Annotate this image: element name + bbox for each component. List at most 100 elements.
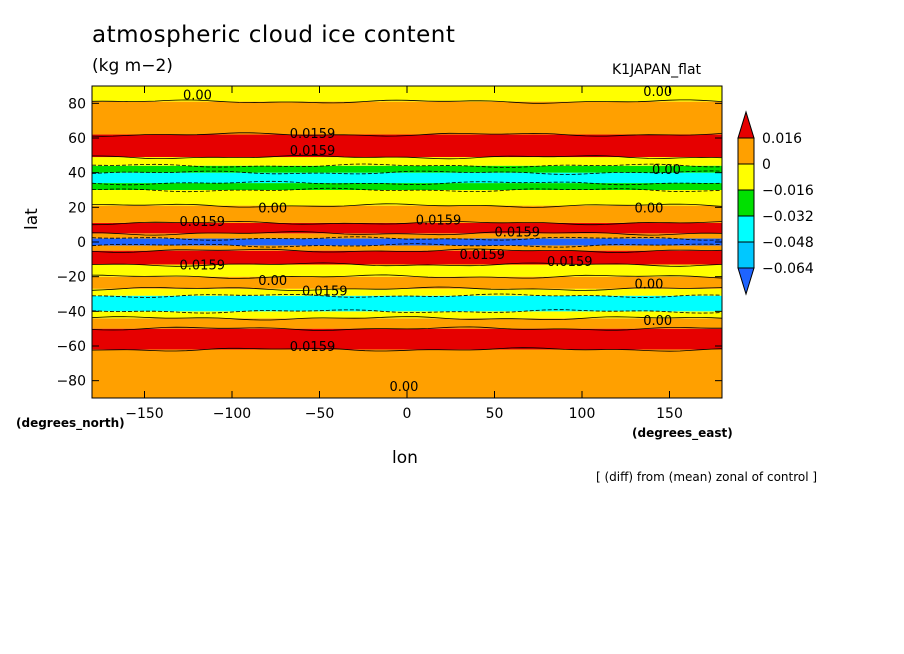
x-tick-label-2: −50 [305,406,335,422]
band-9 [92,245,722,251]
x-tick-label-0: −150 [125,406,163,422]
contour-label-8: 0.00 [635,201,664,216]
contour-label-4: 0.00 [652,163,681,178]
band-20 [92,101,722,135]
y-tick-label-0: −80 [56,374,86,390]
contour-line-14 [92,203,723,208]
contour-fill-bands [92,86,722,398]
contour-line-21 [91,99,723,104]
band-6 [92,276,722,289]
y-tick-label-5: 20 [68,200,86,216]
legend-swatch-1 [737,137,755,165]
contour-line-19 [91,154,723,160]
x-tick-label-6: 150 [656,406,683,422]
contour-label-15: 0.0159 [302,285,348,300]
band-18 [92,157,722,166]
x-tick-label-4: 50 [486,406,504,422]
contour-label-13: 0.00 [258,274,287,289]
legend-level-4: −0.048 [762,235,814,251]
contour-lines [91,99,723,352]
legend-swatch-3 [737,189,755,217]
legend-swatch-6 [737,267,755,296]
x-unit-label: (degrees_east) [632,426,733,440]
x-axis-label: lon [392,448,418,468]
color-legend: 0.016 0 −0.016 −0.032 −0.048 −0.064 [737,110,814,296]
contour-line-20 [91,132,723,137]
band-3 [92,311,722,319]
contour-line-6 [91,286,723,291]
contour-line-16 [91,180,723,186]
legend-level-5: −0.064 [762,261,814,277]
chart-title: atmospheric cloud ice content [92,22,456,48]
contour-label-10: 0.0159 [180,259,226,274]
contour-line-12 [91,231,723,236]
band-7 [92,264,722,277]
contour-line-13 [91,220,723,226]
y-tick-label-7: 60 [68,131,86,147]
band-10 [92,238,722,246]
band-21 [92,86,722,102]
band-8 [92,250,722,265]
y-unit-label: (degrees_north) [16,416,125,430]
legend-swatch-4 [737,215,755,243]
contour-line-7 [91,274,723,279]
contour-line-1 [91,347,723,352]
contour-label-11: 0.0159 [460,248,506,263]
contour-label-17: 0.0159 [290,340,336,355]
contour-labels: 0.00 0.00 0.0159 0.0159 0.00 0.0159 0.0159 0.00… [180,85,681,395]
comparison-note: [ (diff) from (mean) zonal of control ] [596,470,818,484]
contour-line-9 [91,248,723,253]
chart-units: (kg m−2) [92,56,173,76]
contour-label-12: 0.0159 [547,255,593,270]
band-0 [92,349,722,398]
contour-line-18 [91,163,723,168]
band-15 [92,183,722,190]
x-tick-label-5: 100 [569,406,596,422]
x-tick-label-3: 0 [403,406,412,422]
contour-line-5 [91,293,723,298]
contour-label-3: 0.0159 [290,144,336,159]
band-19 [92,134,722,158]
legend-level-1: 0 [762,157,771,173]
contour-label-7: 0.00 [258,201,287,216]
band-13 [92,205,722,223]
contour-label-16: 0.00 [643,314,672,329]
contour-line-2 [91,326,722,331]
band-5 [92,288,722,296]
run-label: K1JAPAN_flat [612,62,702,78]
x-axis-ticks: −150 −100 −50 0 50 100 150 [125,86,683,422]
contour-label-14: 0.00 [635,278,664,293]
band-17 [92,165,722,173]
contour-line-8 [91,262,723,267]
legend-level-3: −0.032 [762,209,814,225]
contour-label-1: 0.00 [643,85,672,100]
band-4 [92,295,722,312]
contour-line-17 [91,170,723,175]
y-tick-label-6: 40 [68,166,86,182]
y-tick-label-2: −40 [56,304,86,320]
legend-level-2: −0.016 [762,183,814,199]
legend-swatch-0 [737,110,755,139]
y-tick-label-4: 0 [77,235,86,251]
x-tick-label-1: −100 [213,406,251,422]
contour-label-9: 0.0159 [495,226,541,241]
contour-label-2: 0.0159 [290,127,336,142]
contour-line-15 [91,187,723,193]
band-14 [92,190,722,206]
legend-swatch-2 [737,163,755,191]
contour-label-6: 0.0159 [416,213,462,228]
band-1 [92,328,722,350]
contour-label-18: 0.00 [390,380,419,395]
contour-label-5: 0.0159 [180,215,226,230]
contour-line-3 [91,316,723,321]
y-tick-label-8: 80 [68,96,86,112]
contour-label-0: 0.00 [183,89,212,104]
y-axis-ticks: −80 −60 −40 −20 0 20 40 60 80 [56,96,722,390]
y-tick-label-1: −60 [56,339,86,355]
band-2 [92,318,722,329]
contour-line-4 [91,309,723,314]
band-11 [92,233,722,239]
contour-line-11 [91,236,723,241]
contour-line-10 [91,243,723,248]
